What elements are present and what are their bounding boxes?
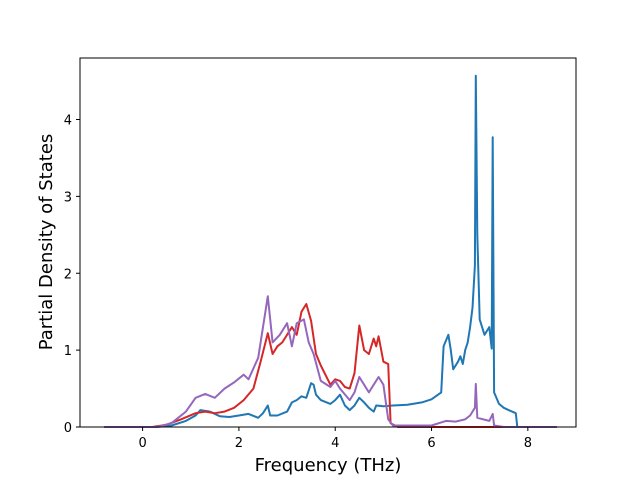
series-line-2: [104, 303, 557, 428]
y-tick-label: 4: [64, 114, 72, 129]
series-layer: [104, 74, 557, 428]
x-ticks: 0 2 4 6 8: [138, 427, 532, 451]
y-tick-label: 0: [64, 421, 72, 436]
plot-frame: [79, 57, 577, 428]
y-tick-label: 3: [64, 190, 72, 205]
plot-area: [80, 58, 576, 427]
x-tick-label: 6: [427, 436, 435, 451]
series-line-3: [104, 295, 557, 428]
x-axis-label: Frequency (THz): [255, 455, 402, 476]
y-tick-label: 1: [64, 344, 72, 359]
series-line-1: [104, 74, 557, 428]
x-tick-label: 8: [524, 436, 532, 451]
y-ticks: 0 1 2 3 4: [64, 114, 80, 436]
y-axis-label: Partial Density of States: [36, 134, 57, 351]
x-tick-label: 2: [235, 436, 243, 451]
x-tick-label: 4: [331, 436, 339, 451]
x-tick-label: 0: [138, 436, 146, 451]
y-tick-label: 2: [64, 267, 72, 282]
